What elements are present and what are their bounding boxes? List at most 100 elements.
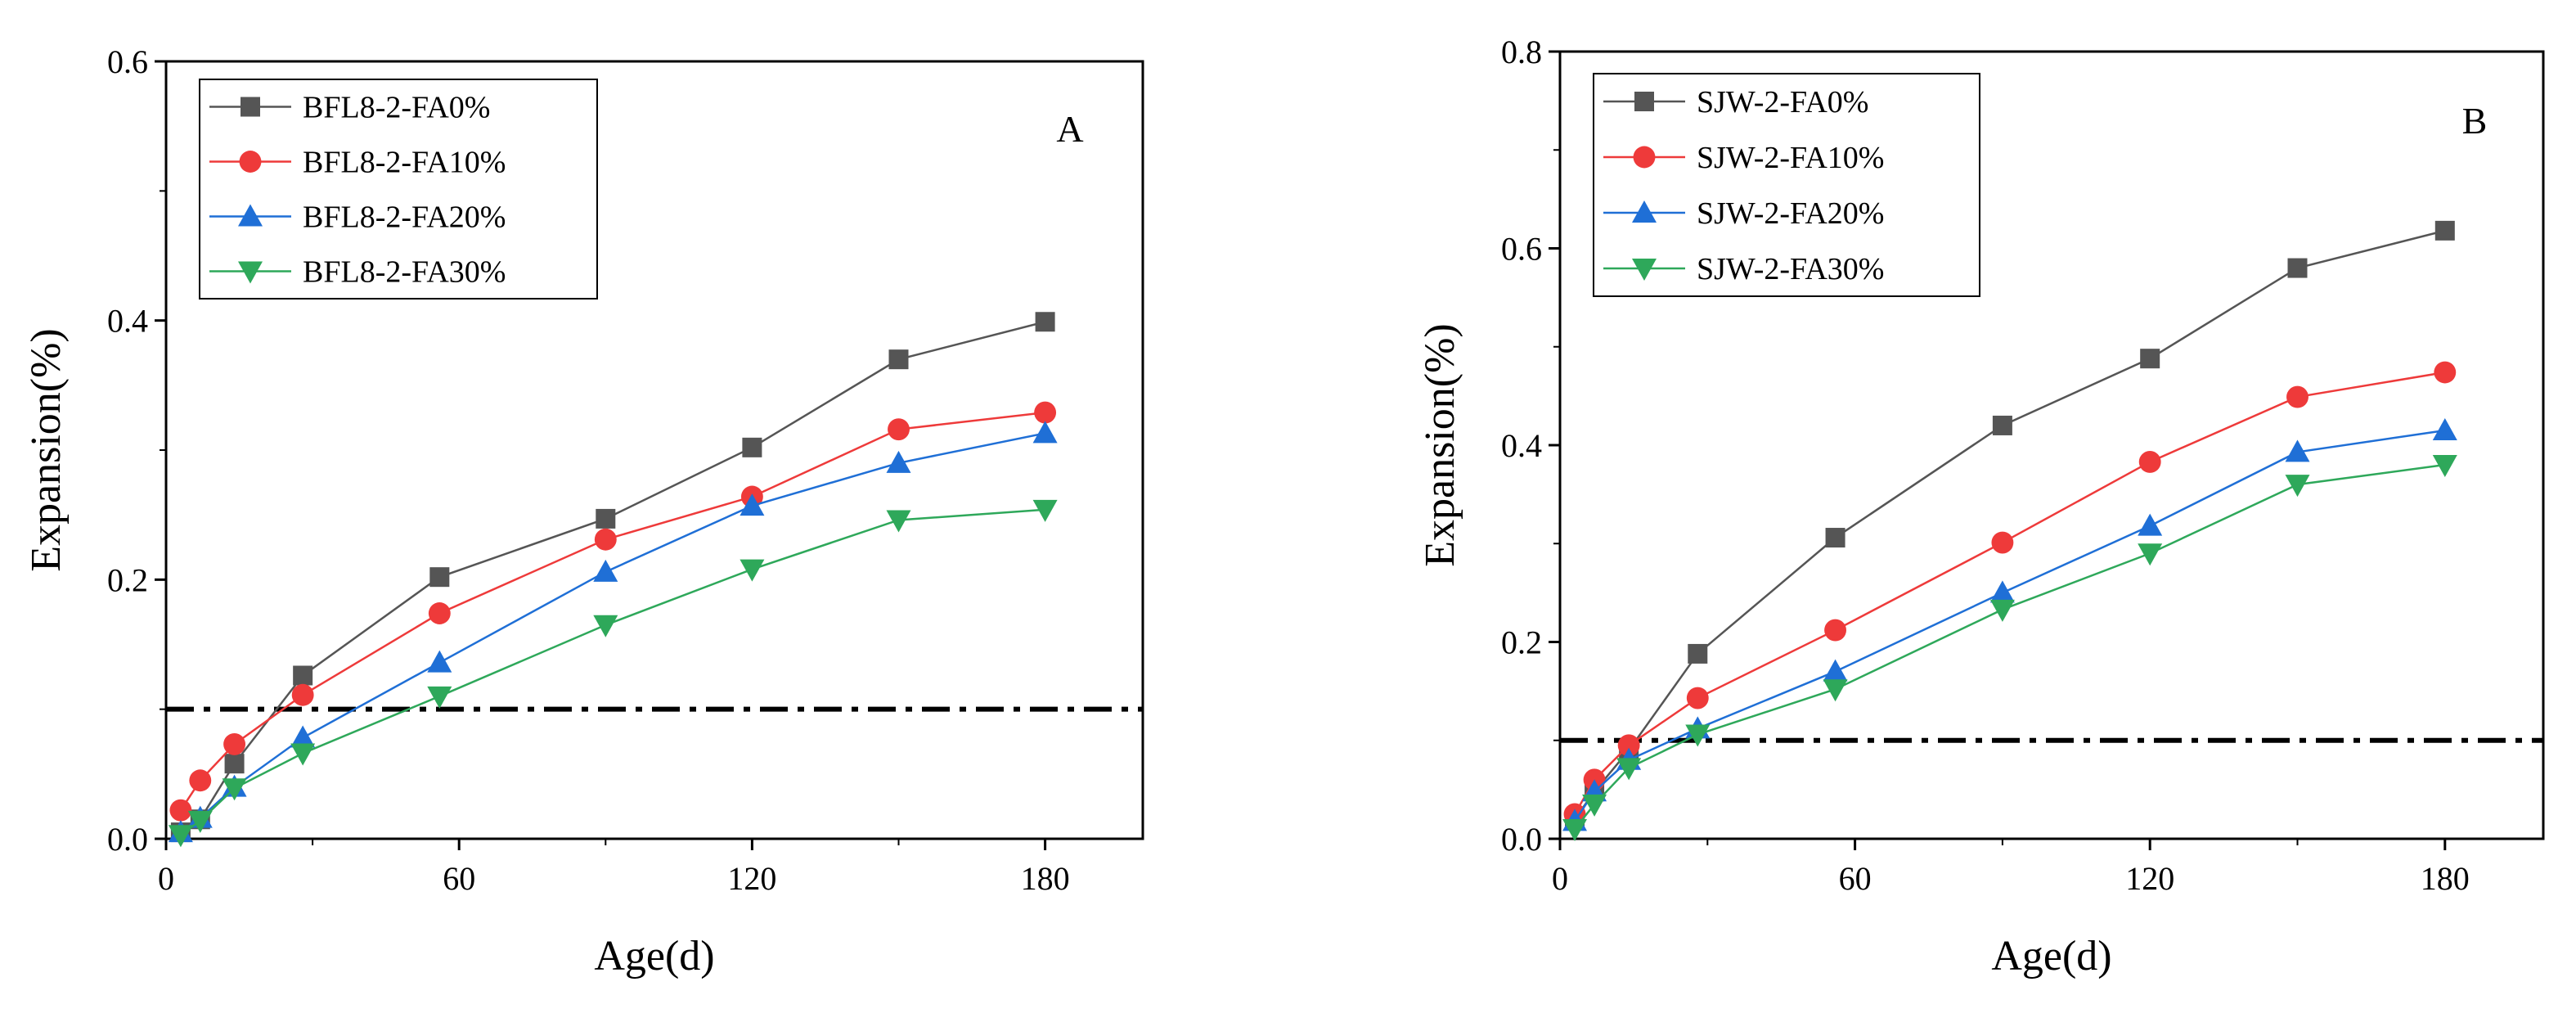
data-point (886, 450, 911, 473)
data-point (1032, 421, 1058, 444)
data-point (2138, 513, 2163, 536)
data-point (593, 559, 618, 582)
legend-label: SJW-2-FA10% (1697, 141, 1884, 175)
data-point (740, 559, 765, 582)
chart-panel-a: 0 60 120 180 0.0 0.2 0.4 0.6 Age(d) Expansion(%) B… (23, 43, 1144, 980)
series-line (1573, 429, 2445, 822)
data-point (1034, 401, 1057, 424)
legend-label: BFL8-2-FA0% (303, 91, 490, 125)
data-point (1617, 734, 1640, 757)
data-point (2286, 385, 2309, 408)
data-point (2138, 451, 2161, 473)
data-point (429, 567, 450, 588)
y-tick-label: 0.0 (107, 821, 148, 858)
data-point (1825, 528, 1845, 548)
x-tick-label: 120 (727, 860, 776, 897)
x-tick-label: 180 (2421, 860, 2470, 897)
data-point (168, 825, 193, 848)
legend-label: BFL8-2-FA30% (303, 255, 506, 290)
legend-label: SJW-2-FA30% (1697, 252, 1884, 286)
data-point (187, 810, 213, 833)
data-point (169, 799, 192, 822)
x-tick-label: 60 (1839, 860, 1872, 897)
panel-letter: B (2462, 100, 2488, 142)
data-point (222, 778, 247, 801)
data-point (888, 418, 910, 441)
data-point (1823, 679, 1848, 702)
legend-label: SJW-2-FA20% (1697, 196, 1884, 231)
data-point (888, 349, 909, 370)
data-point (742, 437, 762, 457)
data-point (596, 508, 616, 529)
legend-label: BFL8-2-FA10% (303, 146, 506, 180)
legend-marker (1633, 146, 1656, 169)
data-point (293, 665, 313, 686)
data-point (2140, 349, 2160, 369)
data-point (1823, 659, 1848, 682)
data-point (2138, 543, 2163, 566)
data-point (886, 510, 911, 533)
series-line (1573, 371, 2446, 815)
legend-marker (239, 151, 262, 173)
legend-box (1593, 73, 1980, 297)
y-tick-label: 0.2 (107, 561, 148, 598)
series-2 (168, 421, 1058, 843)
data-point (1032, 499, 1058, 522)
data-point (290, 725, 316, 748)
y-tick-label: 0.6 (107, 43, 148, 80)
data-point (224, 754, 245, 774)
data-point (1824, 619, 1846, 642)
data-point (1582, 794, 1607, 817)
legend-marker (1632, 200, 1657, 223)
x-axis-title: Age(d) (594, 933, 714, 980)
panel-letter: A (1056, 108, 1083, 150)
y-tick-label: 0.2 (1501, 624, 1542, 661)
series-1 (169, 401, 1057, 822)
data-point (740, 493, 765, 516)
data-point (2285, 439, 2310, 462)
data-point (1992, 415, 2012, 435)
data-point (428, 602, 451, 624)
legend-box (199, 79, 598, 300)
legend-marker (1634, 92, 1654, 111)
y-axis-title: Expansion(%) (1417, 323, 1463, 566)
y-axis-title: Expansion(%) (23, 328, 70, 571)
chart-panel-b: 0 60 120 180 0.0 0.2 0.4 0.6 0.8 Age(d) Expansion(… (1417, 34, 2545, 980)
data-point (1035, 312, 1055, 332)
y-tick-label: 0.8 (1501, 34, 1542, 70)
y-tick-label: 0.0 (1501, 821, 1542, 858)
x-axis-title: Age(d) (1991, 933, 2111, 980)
x-tick-label: 0 (1552, 860, 1568, 897)
data-point (427, 650, 452, 673)
x-tick-label: 180 (1021, 860, 1070, 897)
data-point (2287, 258, 2308, 278)
legend: BFL8-2-FA0% BFL8-2-FA10% BFL8-2-FA20% BFL8-… (199, 79, 598, 300)
y-tick-label: 0.6 (1501, 231, 1542, 268)
legend-label: BFL8-2-FA20% (303, 200, 506, 235)
x-tick-label: 120 (2125, 860, 2174, 897)
legend-marker (238, 261, 263, 284)
data-point (189, 769, 212, 792)
series-3 (1562, 455, 2457, 841)
series-line (180, 432, 1045, 834)
x-tick-label: 0 (158, 860, 174, 897)
data-point (1989, 599, 2015, 622)
data-point (1686, 687, 1709, 709)
data-point (1991, 531, 2014, 554)
data-point (291, 683, 314, 706)
data-point (2285, 475, 2310, 498)
data-point (1989, 580, 2015, 603)
series-2 (1562, 417, 2457, 831)
data-point (1616, 758, 1642, 781)
data-point (2432, 455, 2457, 478)
data-point (2432, 417, 2457, 440)
data-point (594, 528, 617, 551)
data-point (427, 686, 452, 709)
data-point (593, 615, 618, 637)
data-point (1562, 818, 1588, 841)
data-point (2434, 220, 2455, 241)
legend-marker (241, 97, 260, 117)
data-point (1685, 724, 1711, 747)
series-3 (168, 499, 1058, 848)
